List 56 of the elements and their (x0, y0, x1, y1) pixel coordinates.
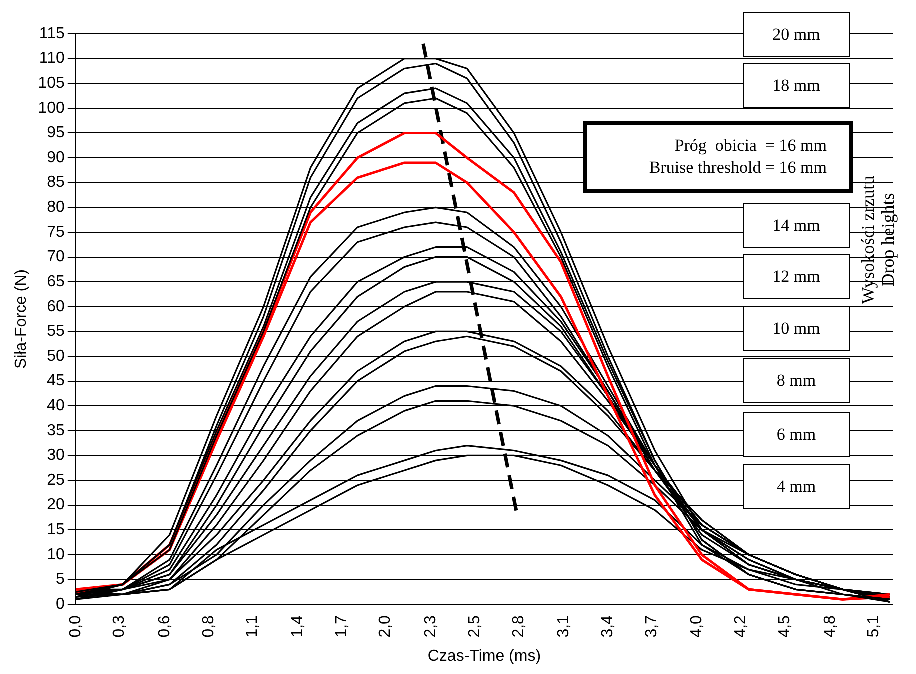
x-tick-label: 4,8 (822, 615, 839, 638)
y-tick-label: 100 (38, 100, 65, 117)
label-box: 20 mm (743, 12, 850, 57)
x-tick-label: 0,3 (111, 615, 128, 638)
x-tick-label: 0,6 (156, 615, 174, 638)
label-box: 14 mm (743, 203, 850, 248)
label-box: 18 mm (743, 63, 850, 108)
y-axis-title: Siła-Force (N) (13, 270, 30, 370)
y-tick-label: 90 (47, 149, 65, 166)
y-tick-label: 20 (47, 496, 65, 514)
annotation: Próg obicia = 16 mm (674, 135, 827, 157)
y-tick-label: 35 (47, 422, 65, 440)
x-tick-label: 1,4 (290, 615, 307, 638)
y-tick-label: 60 (47, 298, 65, 316)
x-tick-label: 0,8 (200, 615, 218, 638)
x-tick-label: 5,1 (866, 615, 883, 638)
x-tick-label: 2,8 (510, 615, 528, 638)
label-box: Próg obicia = 16 mm Bruise threshold = 16 mm (583, 121, 853, 193)
label-box: 12 mm (743, 254, 850, 299)
label-box: 6 mm (743, 412, 850, 457)
y-tick-label: 85 (47, 174, 65, 192)
y-tick-label: 30 (47, 447, 65, 464)
x-tick-label: 1,7 (333, 615, 350, 638)
y-tick-label: 50 (47, 348, 65, 365)
x-tick-label: 4,2 (732, 615, 750, 638)
y-tick-label: 45 (47, 372, 65, 390)
x-tick-label: 3,4 (600, 615, 617, 638)
y-tick-label: 5 (56, 571, 65, 588)
x-tick-label: 4,5 (776, 615, 794, 638)
y-tick-label: 0 (56, 596, 65, 613)
x-tick-label: 2,0 (377, 615, 394, 638)
y-tick-label: 25 (47, 472, 65, 489)
y-tick-label: 95 (47, 124, 65, 142)
y-tick-label: 40 (47, 398, 65, 415)
x-tick-label: 3,7 (643, 615, 660, 638)
y-tick-label: 15 (47, 522, 65, 539)
y-tick-label: 105 (38, 75, 65, 92)
x-tick-label: 3,1 (556, 615, 573, 638)
y-tick-label: 115 (39, 25, 65, 42)
y-tick-label: 75 (47, 224, 65, 241)
label-box: 4 mm (743, 464, 850, 509)
x-tick-label: 2,5 (466, 615, 484, 638)
y-tick-label: 70 (47, 248, 65, 266)
y-tick-label: 55 (47, 323, 65, 340)
x-axis-title: Czas-Time (ms) (428, 648, 542, 665)
y-tick-label: 80 (47, 199, 65, 216)
y-tick-label: 10 (47, 546, 65, 564)
x-tick-label: 1,1 (244, 615, 262, 638)
label-box: 8 mm (743, 358, 850, 403)
x-tick-label: 2,3 (422, 615, 440, 638)
annotation: Bruise threshold = 16 mm (649, 157, 827, 179)
y-tick-label: 110 (39, 50, 65, 68)
y-tick-label: 65 (47, 273, 65, 290)
x-tick-label: 0,0 (67, 615, 84, 638)
x-tick-label: 4,0 (688, 615, 706, 638)
label-box: 10 mm (743, 306, 850, 351)
